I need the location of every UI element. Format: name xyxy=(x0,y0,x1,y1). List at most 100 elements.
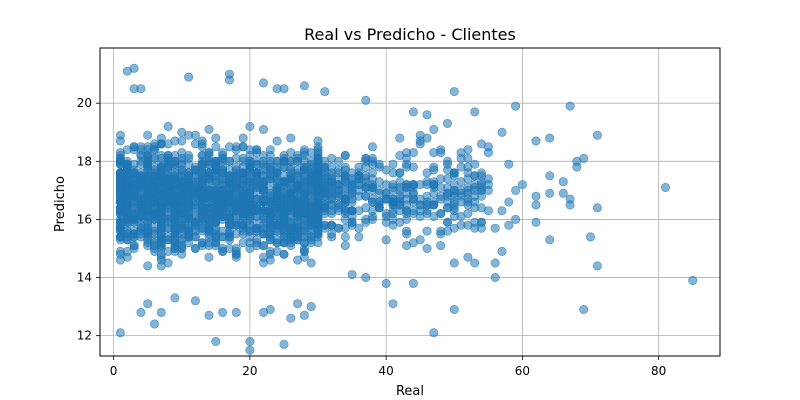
scatter-point xyxy=(511,101,521,111)
x-axis-label: Real xyxy=(396,384,424,399)
scatter-point xyxy=(279,226,289,236)
scatter-point xyxy=(429,177,439,187)
scatter-point xyxy=(361,191,371,201)
y-tick-label: 18 xyxy=(77,154,92,168)
scatter-point xyxy=(436,241,446,251)
scatter-point xyxy=(429,165,439,175)
scatter-point xyxy=(470,258,480,268)
scatter-point xyxy=(170,185,180,195)
scatter-point xyxy=(402,229,412,239)
scatter-point xyxy=(688,275,698,285)
scatter-point xyxy=(150,246,160,256)
scatter-point xyxy=(115,159,125,169)
scatter-point xyxy=(197,177,207,187)
scatter-point xyxy=(115,328,125,338)
scatter-point xyxy=(136,307,146,317)
scatter-point xyxy=(272,238,282,248)
scatter-point xyxy=(136,206,146,216)
scatter-point xyxy=(456,148,466,158)
y-axis-label: Predicho xyxy=(53,176,68,232)
scatter-point xyxy=(184,223,194,233)
scatter-point xyxy=(320,87,330,97)
scatter-point xyxy=(177,235,187,245)
scatter-point xyxy=(211,133,221,143)
scatter-point xyxy=(340,151,350,161)
scatter-point xyxy=(320,220,330,230)
scatter-point xyxy=(299,214,309,224)
scatter-point xyxy=(456,162,466,172)
scatter-point xyxy=(449,258,459,268)
scatter-point xyxy=(388,185,398,195)
scatter-point xyxy=(272,183,282,193)
scatter-point xyxy=(272,203,282,213)
scatter-point xyxy=(115,232,125,242)
scatter-point xyxy=(163,122,173,132)
scatter-point xyxy=(286,148,296,158)
x-tick-label: 0 xyxy=(110,364,118,378)
scatter-point xyxy=(231,197,241,207)
scatter-point xyxy=(388,159,398,169)
scatter-point xyxy=(361,95,371,105)
scatter-point xyxy=(361,153,371,163)
scatter-point xyxy=(258,151,268,161)
scatter-point xyxy=(143,151,153,161)
scatter-point xyxy=(163,153,173,163)
scatter-point xyxy=(463,209,473,219)
scatter-point xyxy=(190,296,200,306)
scatter-point xyxy=(190,244,200,254)
scatter-point xyxy=(286,162,296,172)
scatter-point xyxy=(408,278,418,288)
scatter-point xyxy=(327,232,337,242)
x-tick-label: 20 xyxy=(242,364,257,378)
scatter-point xyxy=(204,156,214,166)
scatter-point xyxy=(313,156,323,166)
scatter-point xyxy=(225,180,235,190)
scatter-point xyxy=(272,156,282,166)
scatter-point xyxy=(313,145,323,155)
scatter-point xyxy=(245,336,255,346)
scatter-point xyxy=(395,133,405,143)
scatter-point xyxy=(340,197,350,207)
scatter-point xyxy=(150,209,160,219)
scatter-point xyxy=(422,133,432,143)
scatter-point xyxy=(177,249,187,259)
scatter-point xyxy=(197,142,207,152)
scatter-point xyxy=(436,145,446,155)
scatter-point xyxy=(592,130,602,140)
scatter-point xyxy=(388,209,398,219)
scatter-point xyxy=(218,153,228,163)
scatter-point xyxy=(449,168,459,178)
scatter-point xyxy=(476,171,486,181)
scatter-point xyxy=(592,261,602,271)
scatter-point xyxy=(354,171,364,181)
scatter-point xyxy=(531,191,541,201)
scatter-point xyxy=(545,235,555,245)
scatter-point xyxy=(115,191,125,201)
scatter-point xyxy=(490,223,500,233)
scatter-point xyxy=(408,238,418,248)
scatter-point xyxy=(367,185,377,195)
scatter-point xyxy=(184,171,194,181)
scatter-point xyxy=(258,177,268,187)
scatter-point xyxy=(265,197,275,207)
scatter-point xyxy=(422,191,432,201)
scatter-point xyxy=(463,252,473,262)
scatter-point xyxy=(197,238,207,248)
scatter-point xyxy=(238,220,248,230)
scatter-point xyxy=(313,177,323,187)
scatter-point xyxy=(442,174,452,184)
scatter-point xyxy=(361,203,371,213)
scatter-point xyxy=(204,310,214,320)
scatter-point xyxy=(476,180,486,190)
scatter-point xyxy=(143,162,153,172)
scatter-point xyxy=(258,124,268,134)
scatter-point xyxy=(156,139,166,149)
scatter-point xyxy=(265,304,275,314)
scatter-point xyxy=(225,191,235,201)
scatter-point xyxy=(272,165,282,175)
scatter-point xyxy=(545,171,555,181)
scatter-point xyxy=(272,136,282,146)
x-tick-label: 60 xyxy=(515,364,530,378)
scatter-point xyxy=(422,200,432,210)
